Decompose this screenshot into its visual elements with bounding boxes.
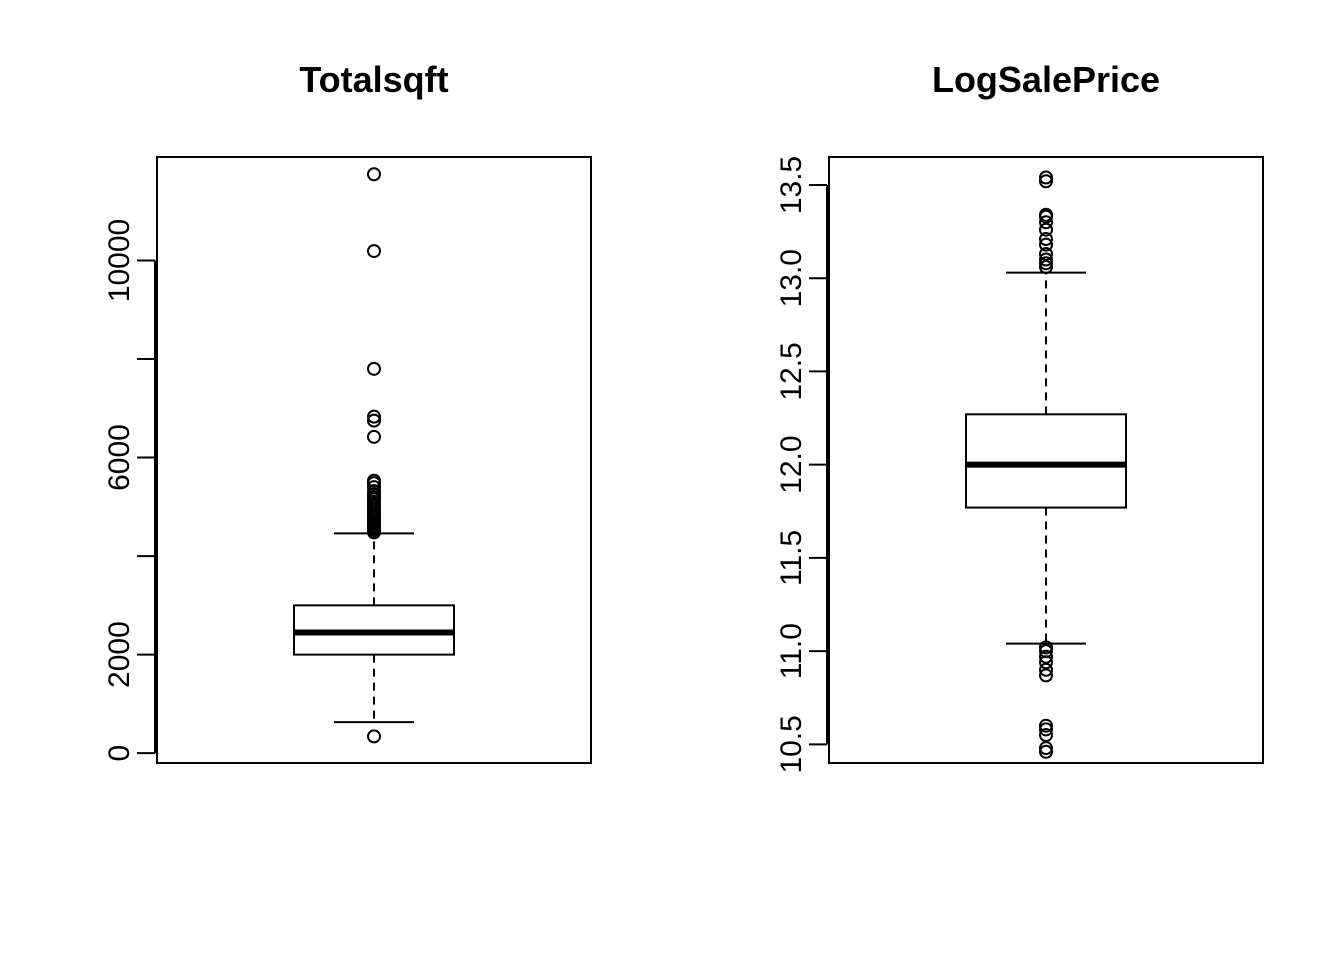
outlier-point (1039, 728, 1053, 743)
outlier-point (367, 480, 381, 495)
outlier-point (1039, 252, 1053, 267)
plot-frame (156, 156, 592, 764)
y-tick-label: 11.0 (775, 623, 808, 679)
outlier-point (1039, 640, 1053, 655)
chart-title: LogSalePrice (932, 59, 1160, 100)
outlier-point (1039, 649, 1053, 664)
boxplot (965, 170, 1127, 759)
outlier-point (1039, 741, 1053, 756)
plot-frame (828, 156, 1264, 764)
outlier-point (367, 361, 381, 376)
y-tick-label: 10000 (103, 219, 136, 302)
outlier-point (1039, 722, 1053, 737)
outlier-point (1039, 644, 1053, 659)
outlier-point (1039, 246, 1053, 261)
y-tick-label: 12.0 (775, 435, 808, 493)
outlier-point (367, 729, 381, 744)
y-tick-label: 12.5 (775, 342, 808, 400)
outlier-point (1039, 215, 1053, 230)
chart-title: Totalsqft (299, 59, 448, 100)
outlier-point (1039, 256, 1053, 271)
y-axis: 0 2000 6000 10000 (103, 219, 156, 762)
panel-logsaleprice: LogSalePrice 10.5 11.0 11.5 12.0 12.5 13.0 13.… (775, 59, 1264, 774)
y-axis: 10.5 11.0 11.5 12.0 12.5 13.0 13.5 (775, 156, 828, 774)
outlier-point (1039, 668, 1053, 683)
outlier-point (367, 244, 381, 259)
y-tick-label: 6000 (103, 424, 136, 491)
outlier-point (367, 167, 381, 182)
iqr-box (965, 413, 1127, 509)
y-tick-label: 2000 (103, 621, 136, 688)
outlier-point (1039, 170, 1053, 185)
outlier-point (1039, 237, 1053, 252)
outlier-point (367, 484, 381, 499)
outlier-point (367, 409, 381, 424)
panel-totalsqft: Totalsqft 0 2000 6000 10000 (103, 59, 592, 764)
y-tick-label: 0 (103, 745, 136, 762)
boxplot (293, 167, 455, 744)
outlier-point (1039, 222, 1053, 237)
outlier-point (367, 473, 381, 488)
y-tick-label: 13.5 (775, 156, 808, 214)
y-tick-label: 11.5 (775, 530, 808, 586)
y-tick-label: 10.5 (775, 715, 808, 773)
outlier-point (1039, 232, 1053, 247)
outlier-point (367, 413, 381, 428)
outlier-point (1039, 718, 1053, 733)
outlier-point (1039, 662, 1053, 677)
outlier-point (1039, 744, 1053, 759)
outlier-point (1039, 174, 1053, 189)
outlier-point (367, 429, 381, 444)
outlier-point (1039, 260, 1053, 275)
outlier-point (1039, 207, 1053, 222)
y-tick-label: 13.0 (775, 249, 808, 307)
